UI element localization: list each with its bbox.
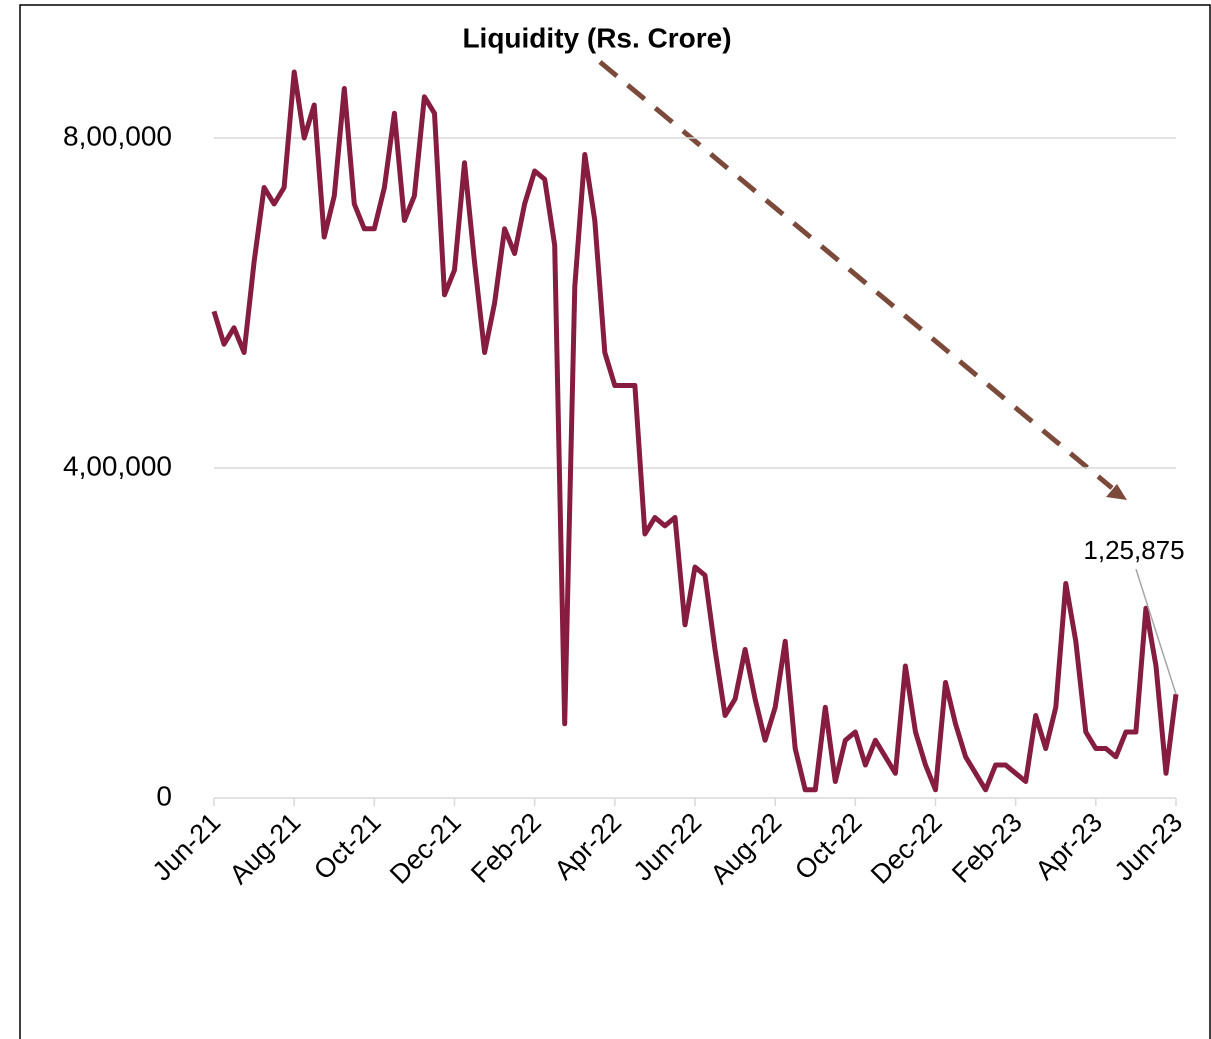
chart-frame [19,4,1211,1039]
x-tick-label: Aug-21 [224,807,307,890]
x-tick-label: Dec-22 [865,807,948,890]
x-tick-label: Jun-22 [628,807,708,887]
chart-title: Liquidity (Rs. Crore) [462,22,731,53]
x-tick-label: Oct-22 [789,807,868,886]
x-tick-label: Feb-22 [465,807,547,889]
x-tick-label: Jun-21 [147,807,227,887]
x-tick-label: Aug-22 [705,807,788,890]
trend-arrow-head [1106,484,1127,500]
y-tick-label: 4,00,000 [63,450,172,481]
x-tick-label: Apr-22 [549,807,628,886]
data-label: 1,25,875 [1083,535,1184,565]
x-tick-label: Jun-23 [1109,807,1189,887]
y-tick-label: 0 [156,780,172,811]
x-tick-label: Dec-21 [384,807,467,890]
y-tick-label: 8,00,000 [63,120,172,151]
x-tick-label: Feb-23 [946,807,1028,889]
trend-arrow [598,60,1114,490]
x-tick-label: Apr-23 [1030,807,1109,886]
x-tick-label: Oct-21 [308,807,387,886]
label-leader [1135,568,1177,695]
line-series [211,69,1179,793]
